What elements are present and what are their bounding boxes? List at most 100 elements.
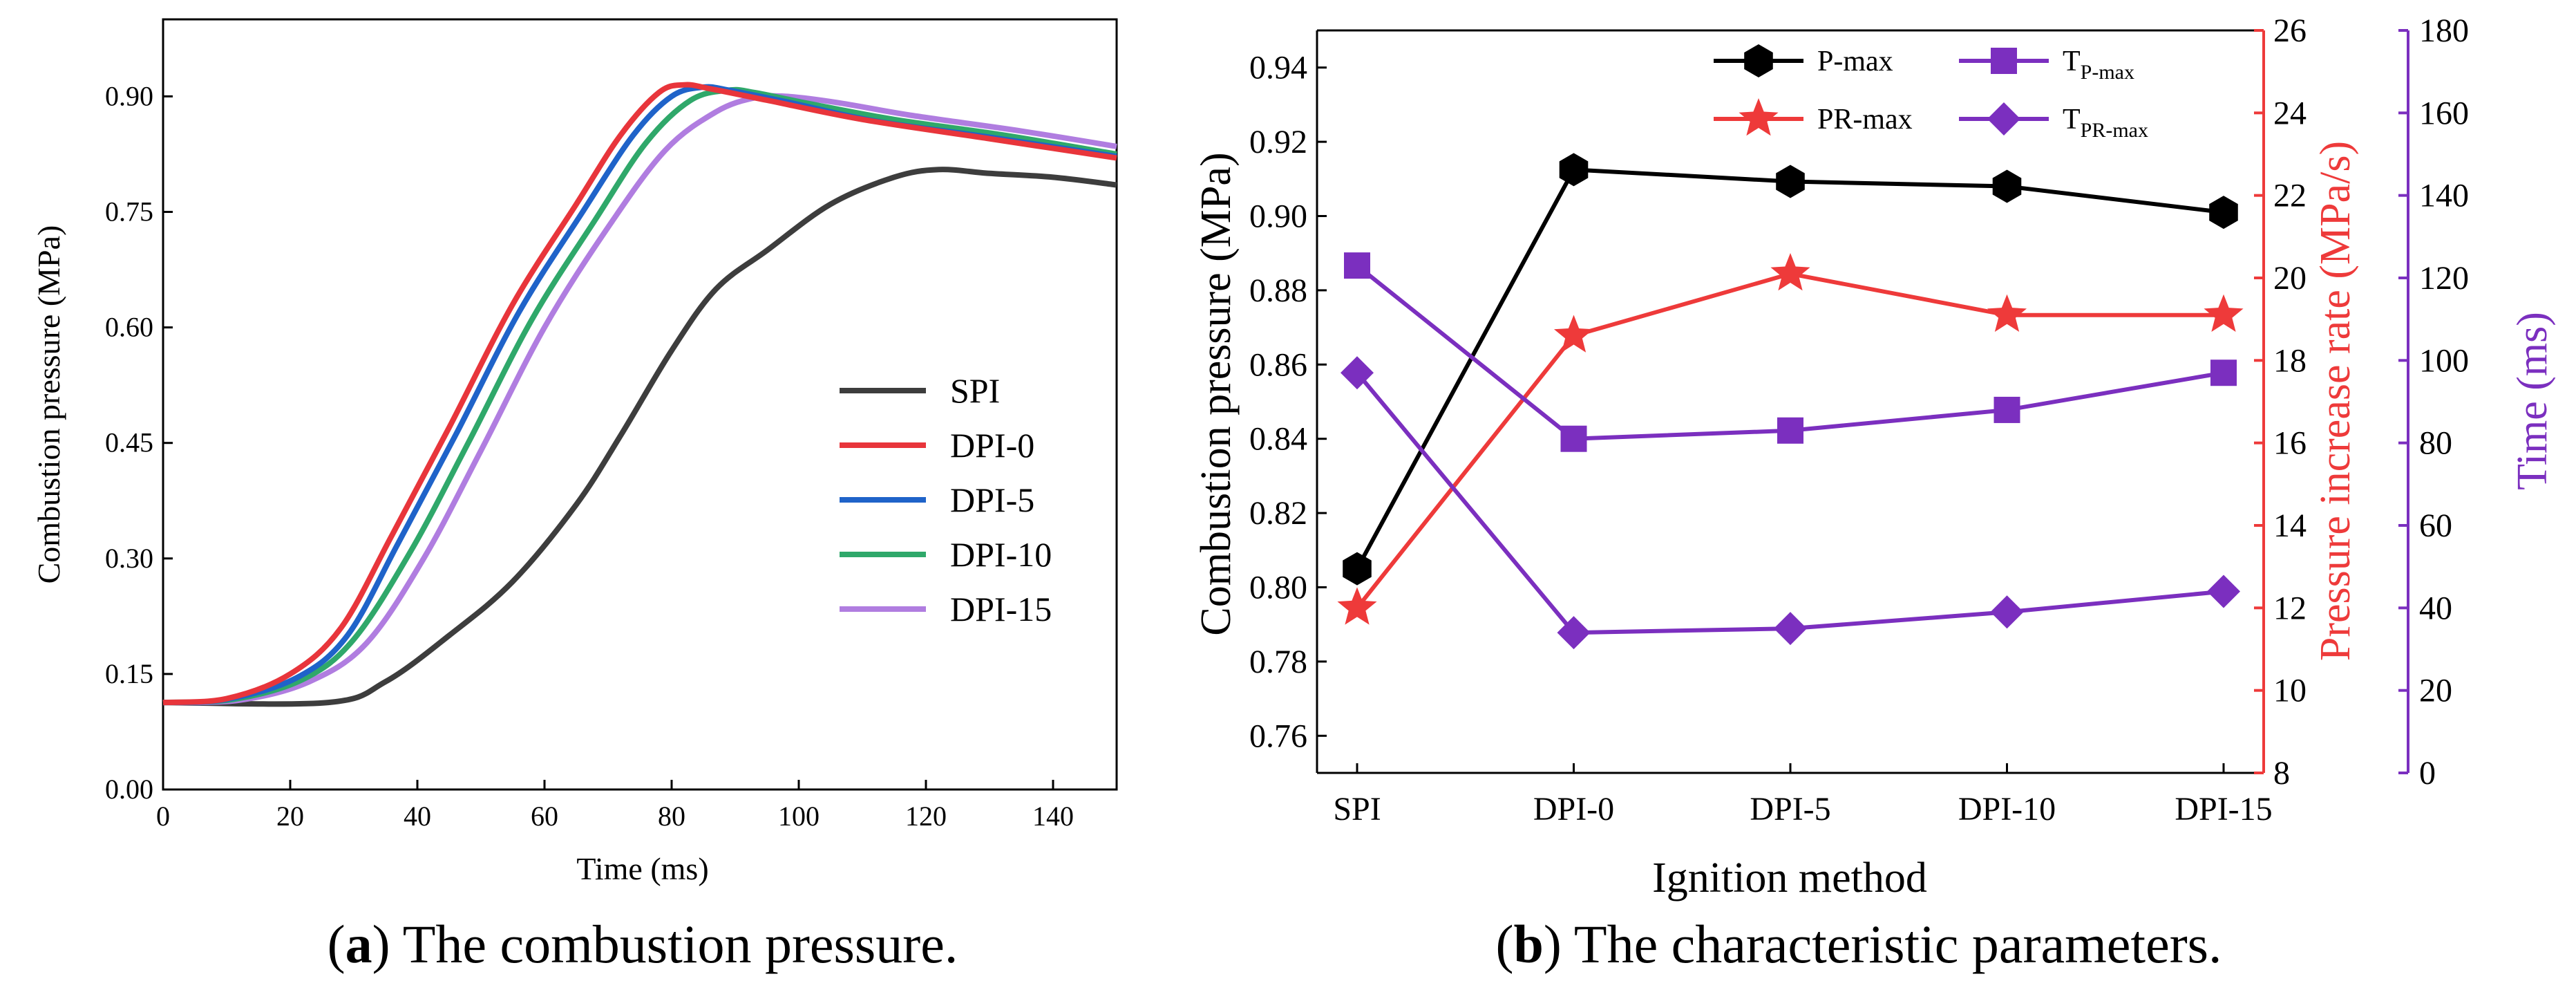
chart-a-xtick-label: 0 [156,801,170,832]
chart-b-legend-marker-p-max [1744,44,1773,77]
chart-b-point-t-pr-max [2207,574,2240,608]
chart-b-right1-tick-label: 16 [2273,425,2307,462]
chart-a-line-dpi-0 [162,82,1117,706]
chart-a-xtick-label: 40 [404,801,431,832]
chart-a-line-dpi-15 [162,93,1117,706]
chart-a-legend-label-dpi-15: DPI-15 [950,590,1052,628]
chart-b-right2-tick-label: 20 [2419,673,2452,709]
chart-a-y-ticks: 0.00 0.15 0.30 0.45 0.60 0.75 0.90 [105,80,173,805]
chart-b-line-t-p-max [1356,263,2224,441]
chart-b-left-tick-label: 0.86 [1249,346,1307,383]
chart-b-left-tick-label: 0.76 [1249,718,1307,754]
chart-b-ylabel-right2: Time (ms) [2509,312,2556,490]
chart-b-legend-label-p-max: P-max [1817,46,1893,77]
chart-b: 0.76 0.78 0.80 0.82 0.84 0.86 0.88 0.90 0.92 0.94… [1193,12,2556,901]
chart-b-point-t-pr-max [1557,616,1591,650]
chart-b-legend: P-max PR-max TP-max TPR-max [1714,44,2148,142]
chart-b-point-p-max [1992,169,2022,203]
chart-b-right2-tick-label: 60 [2419,507,2452,544]
chart-b-point-pr-max [1770,253,1810,291]
chart-a-line-dpi-10 [162,86,1117,706]
chart-b-right2-tick-label: 140 [2419,178,2469,214]
chart-b-left-tick-label: 0.84 [1249,421,1307,458]
chart-b-right1-tick-label: 24 [2273,95,2307,131]
chart-b-point-p-max [1343,552,1372,586]
chart-a-ytick-label: 0.90 [105,80,153,111]
chart-b-legend-label-pr-max: PR-max [1817,104,1913,136]
chart-b-xtick-label-dpi-0: DPI-0 [1533,791,1614,828]
chart-a-xtick-label: 20 [276,801,304,832]
chart-b-legend-label-t-p-max: TP-max [2063,46,2134,84]
chart-b-left-tick-label: 0.90 [1249,198,1307,235]
chart-b-point-p-max [2209,196,2238,230]
chart-a-ytick-label: 0.30 [105,543,153,574]
caption-b: (b) The characteristic parameters. [1495,914,2222,974]
chart-a-ylabel: Combustion pressure (MPa) [31,225,66,584]
chart-a-series [162,82,1117,707]
chart-a-ytick-label: 0.15 [105,658,153,689]
chart-b-point-t-p-max [2210,359,2237,386]
chart-a-xtick-label: 120 [905,801,947,832]
chart-b-ylabel-right1: Pressure increase rate (MPa/s) [2312,141,2359,661]
chart-b-ylabel-left: Combustion pressure (MPa) [1193,152,1240,635]
chart-b-axes: 0.76 0.78 0.80 0.82 0.84 0.86 0.88 0.90 0.92 0.94… [1249,12,2469,828]
chart-a-xtick-label: 100 [778,801,820,832]
chart-b-point-pr-max [1337,587,1377,625]
chart-b-right1-tick-label: 22 [2273,178,2307,214]
chart-b-xlabel: Ignition method [1652,854,1927,901]
chart-b-right1-tick-label: 26 [2273,12,2307,49]
chart-a-xtick-label: 80 [658,801,685,832]
chart-b-right2-tick-label: 160 [2419,95,2469,131]
chart-b-xtick-label-dpi-10: DPI-10 [1958,791,2056,828]
chart-b-point-t-pr-max [1990,595,2024,629]
chart-a-legend-label-spi: SPI [950,371,1000,410]
chart-b-point-t-p-max [1560,425,1587,452]
chart-b-right1-tick-label: 10 [2273,673,2307,709]
chart-b-right2-tick-label: 100 [2419,342,2469,379]
chart-b-point-p-max [1776,165,1805,198]
chart-a-ytick-label: 0.75 [105,196,153,227]
chart-a-legend-label-dpi-5: DPI-5 [950,480,1034,519]
chart-b-point-pr-max [1987,294,2027,332]
chart-b-right1-tick-label: 20 [2273,260,2307,297]
chart-b-point-t-pr-max [1341,356,1374,390]
chart-a-xtick-label: 140 [1032,801,1074,832]
chart-b-right2-tick-label: 120 [2419,260,2469,297]
chart-b-series [1337,153,2244,650]
chart-b-point-p-max [1559,153,1589,187]
chart-a-line-spi [162,167,1117,707]
chart-b-left-tick-label: 0.82 [1249,495,1307,532]
caption-a-text: The combustion pressure. [390,914,958,974]
chart-b-legend-marker-t-p-max [1991,48,2017,74]
chart-b-right1-tick-label: 8 [2273,755,2290,792]
chart-b-xtick-label-dpi-15: DPI-15 [2175,791,2272,828]
chart-a-xlabel: Time (ms) [576,851,708,886]
chart-a-x-ticks: 0 20 40 60 80 100 120 140 [156,780,1074,832]
chart-b-legend-marker-pr-max [1739,98,1779,136]
chart-b-legend-marker-t-pr-max [1987,102,2020,136]
chart-b-point-pr-max [2204,294,2244,332]
chart-a-xtick-label: 60 [531,801,558,832]
chart-b-left-tick-label: 0.88 [1249,272,1307,309]
chart-a-ytick-label: 0.60 [105,312,153,343]
chart-b-left-tick-label: 0.94 [1249,50,1307,86]
chart-b-right2-tick-label: 0 [2419,755,2436,792]
chart-b-right1-tick-label: 14 [2273,507,2307,544]
chart-b-line-t-pr-max [1355,371,2224,635]
chart-b-point-pr-max [1553,315,1594,353]
caption-a: (a) The combustion pressure. [328,914,958,974]
chart-a-legend-label-dpi-0: DPI-0 [950,426,1034,465]
chart-b-right2-tick-label: 80 [2419,425,2452,462]
chart-b-xtick-label-spi: SPI [1333,791,1381,828]
chart-b-right2-tick-label: 40 [2419,590,2452,626]
chart-b-legend-label-t-pr-max: TPR-max [2063,104,2148,142]
chart-b-point-t-pr-max [1774,612,1807,646]
chart-b-left-tick-label: 0.80 [1249,570,1307,606]
chart-a-ytick-label: 0.45 [105,427,153,458]
chart-b-point-t-p-max [1993,396,2020,423]
chart-b-right1-tick-label: 12 [2273,590,2307,626]
chart-a-frame [162,18,1118,791]
caption-b-label: b [1513,914,1543,974]
chart-b-left-tick-label: 0.78 [1249,644,1307,680]
chart-a-ytick-label: 0.00 [105,774,153,805]
